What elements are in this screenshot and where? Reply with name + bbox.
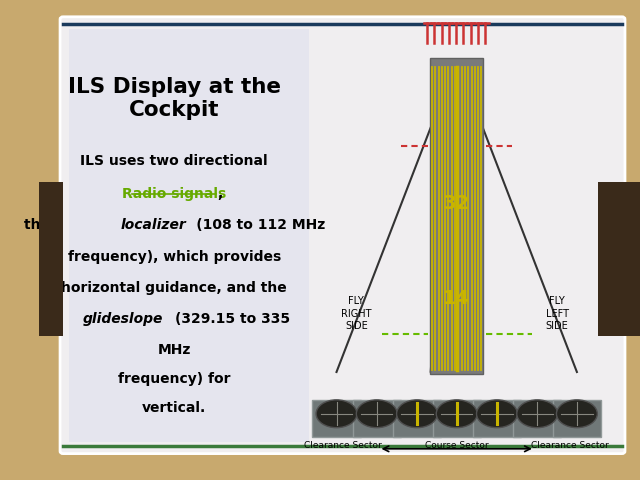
Text: FLY
LEFT
SIDE: FLY LEFT SIDE [545,296,568,331]
Bar [69,29,310,442]
Ellipse shape [556,400,597,428]
Text: 14: 14 [443,289,470,308]
Text: vertical.: vertical. [142,401,206,415]
Text: frequency), which provides: frequency), which provides [68,250,281,264]
Bar [430,58,483,374]
Ellipse shape [477,400,517,428]
Text: Radio signals: Radio signals [122,187,227,201]
Text: (329.15 to 335: (329.15 to 335 [58,312,291,326]
Text: the                              (108 to 112 MHz: the (108 to 112 MHz [24,218,325,232]
Text: MHz: MHz [157,343,191,357]
Ellipse shape [517,400,557,428]
Text: horizontal guidance, and the: horizontal guidance, and the [61,281,287,295]
Text: ILS Display at the
Cockpit: ILS Display at the Cockpit [68,77,281,120]
Text: frequency) for: frequency) for [118,372,230,386]
Text: FLY
RIGHT
SIDE: FLY RIGHT SIDE [341,296,372,331]
Bar [473,400,521,437]
Text: ILS uses two directional: ILS uses two directional [81,154,268,168]
Bar [553,400,601,437]
Bar [353,400,401,437]
Text: localizer: localizer [120,218,186,232]
Bar [433,400,481,437]
Ellipse shape [436,400,477,428]
Bar [393,400,441,437]
Text: glideslope: glideslope [83,312,163,326]
Text: Clearance Sector: Clearance Sector [304,441,382,450]
Text: ,: , [217,187,222,201]
Ellipse shape [397,400,438,428]
Ellipse shape [316,400,357,428]
Text: 32: 32 [443,194,470,213]
Bar [513,400,561,437]
Bar [39,182,63,336]
Bar [312,400,360,437]
Text: Clearance Sector: Clearance Sector [531,441,609,450]
Text: Course Sector: Course Sector [425,441,488,450]
Ellipse shape [356,400,397,428]
FancyBboxPatch shape [60,17,625,454]
Bar [598,182,640,336]
